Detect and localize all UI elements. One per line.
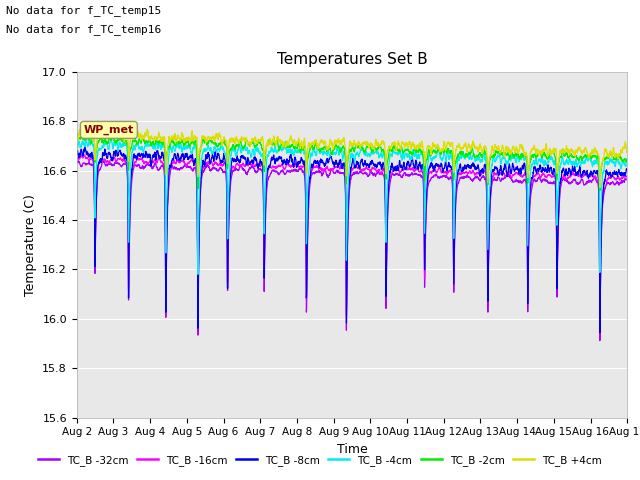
TC_B -4cm — [136, 145, 143, 151]
TC_B -32cm — [308, 172, 316, 178]
TC_B -2cm — [284, 144, 292, 149]
TC_B +4cm — [136, 133, 143, 139]
TC_B -32cm — [623, 177, 631, 182]
TC_B +4cm — [623, 148, 631, 154]
TC_B -8cm — [168, 156, 176, 162]
TC_B -16cm — [168, 160, 176, 166]
Legend: TC_B -32cm, TC_B -16cm, TC_B -8cm, TC_B -4cm, TC_B -2cm, TC_B +4cm: TC_B -32cm, TC_B -16cm, TC_B -8cm, TC_B … — [34, 451, 606, 470]
TC_B -2cm — [73, 132, 81, 138]
TC_B -32cm — [74, 158, 82, 164]
TC_B -8cm — [613, 169, 621, 175]
Line: TC_B +4cm: TC_B +4cm — [77, 129, 627, 188]
TC_B -16cm — [554, 264, 561, 270]
TC_B -8cm — [81, 143, 89, 149]
TC_B -4cm — [308, 153, 316, 159]
TC_B -16cm — [81, 152, 88, 158]
TC_B +4cm — [168, 135, 176, 141]
Title: Temperatures Set B: Temperatures Set B — [276, 52, 428, 67]
Line: TC_B -16cm: TC_B -16cm — [77, 155, 627, 329]
TC_B -2cm — [308, 144, 316, 149]
TC_B -16cm — [613, 176, 621, 182]
TC_B -4cm — [613, 155, 621, 161]
TC_B -8cm — [596, 330, 604, 336]
TC_B -2cm — [74, 131, 81, 136]
TC_B -16cm — [73, 156, 81, 161]
TC_B -4cm — [88, 134, 95, 140]
Y-axis label: Temperature (C): Temperature (C) — [24, 194, 36, 296]
TC_B -16cm — [284, 161, 292, 167]
Line: TC_B -8cm: TC_B -8cm — [77, 146, 627, 333]
TC_B +4cm — [596, 185, 604, 191]
Text: No data for f_TC_temp15: No data for f_TC_temp15 — [6, 5, 162, 16]
Line: TC_B -2cm: TC_B -2cm — [77, 133, 627, 191]
X-axis label: Time: Time — [337, 443, 367, 456]
TC_B -8cm — [136, 151, 143, 157]
TC_B -2cm — [623, 156, 631, 161]
TC_B +4cm — [613, 151, 621, 156]
TC_B +4cm — [554, 170, 561, 176]
TC_B -4cm — [284, 146, 292, 152]
TC_B -2cm — [596, 188, 604, 193]
TC_B -16cm — [136, 156, 143, 162]
TC_B -4cm — [194, 271, 202, 277]
TC_B -8cm — [308, 162, 316, 168]
TC_B +4cm — [284, 142, 292, 148]
TC_B +4cm — [113, 126, 121, 132]
TC_B -4cm — [168, 144, 176, 150]
Line: TC_B -32cm: TC_B -32cm — [77, 161, 627, 341]
Text: WP_met: WP_met — [84, 125, 134, 135]
TC_B -32cm — [613, 180, 621, 185]
TC_B -2cm — [168, 139, 176, 145]
TC_B -16cm — [308, 168, 316, 174]
TC_B -4cm — [73, 144, 81, 150]
Text: No data for f_TC_temp16: No data for f_TC_temp16 — [6, 24, 162, 35]
TC_B -2cm — [136, 138, 143, 144]
TC_B -2cm — [613, 155, 621, 161]
TC_B -32cm — [596, 338, 604, 344]
TC_B -16cm — [623, 174, 631, 180]
TC_B -8cm — [73, 150, 81, 156]
TC_B -16cm — [596, 326, 604, 332]
TC_B -32cm — [73, 160, 81, 166]
TC_B -8cm — [554, 263, 561, 269]
TC_B +4cm — [73, 133, 81, 139]
TC_B -32cm — [168, 163, 176, 169]
Line: TC_B -4cm: TC_B -4cm — [77, 137, 627, 274]
TC_B -8cm — [284, 160, 292, 166]
TC_B -4cm — [554, 204, 561, 210]
TC_B -8cm — [623, 168, 631, 173]
TC_B -32cm — [284, 169, 292, 175]
TC_B -4cm — [623, 159, 631, 165]
TC_B +4cm — [308, 140, 316, 146]
TC_B -2cm — [554, 172, 561, 178]
TC_B -32cm — [136, 165, 143, 170]
TC_B -32cm — [554, 272, 561, 277]
